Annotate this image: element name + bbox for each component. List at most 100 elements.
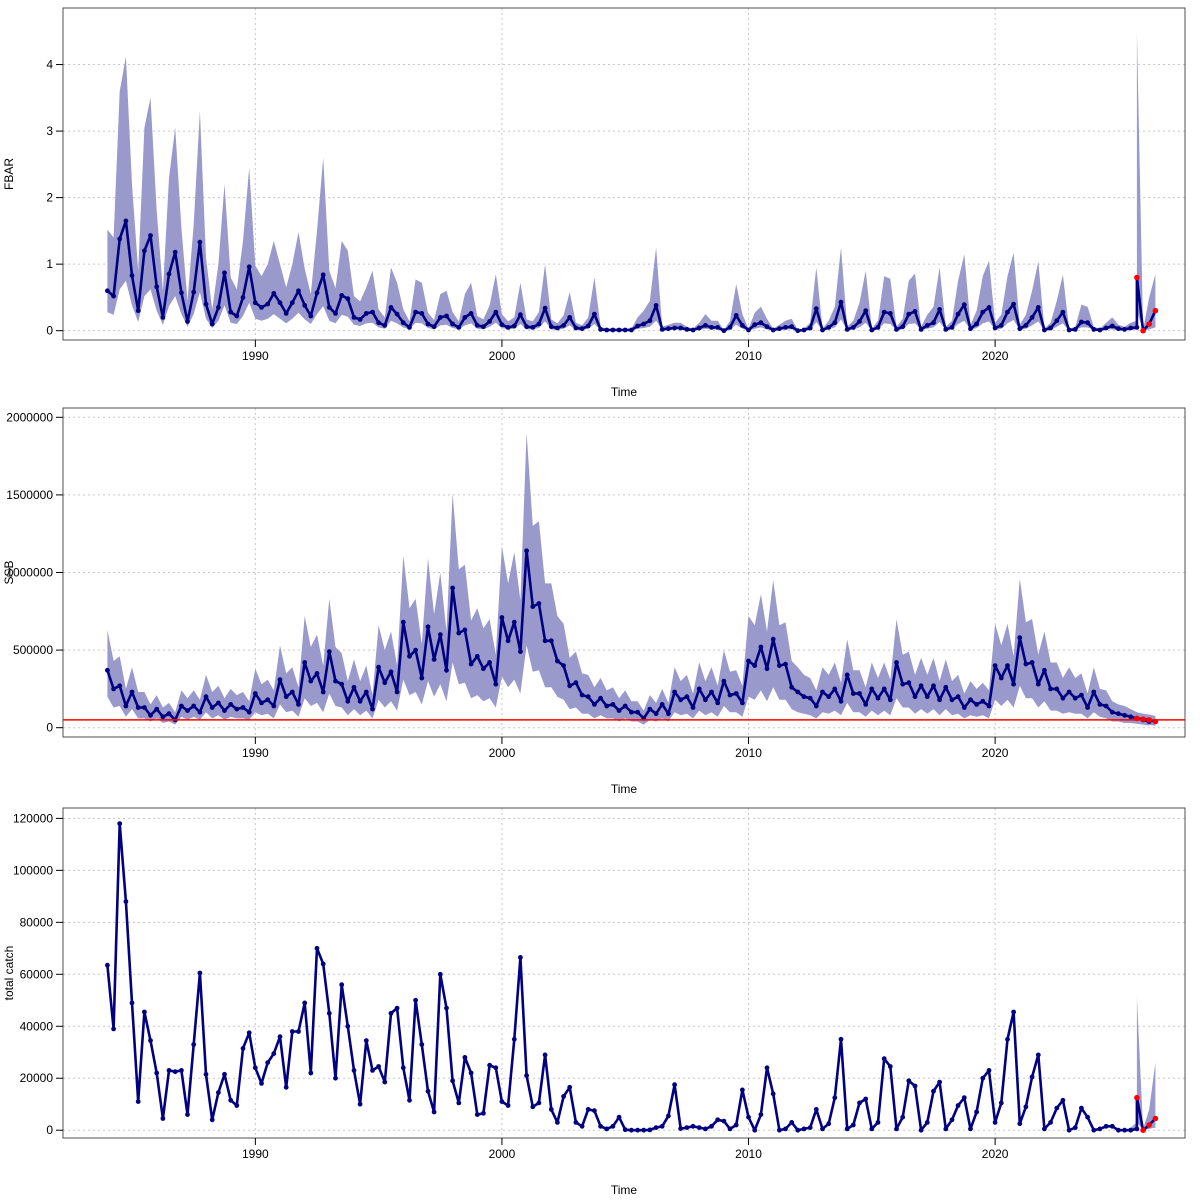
ssb-point (277, 677, 283, 682)
ssb-point (752, 663, 758, 668)
ssb-point (1035, 681, 1041, 687)
fbar-point (887, 311, 893, 316)
ssb-x-tick-label: 2010 (735, 746, 762, 760)
catch-point (986, 1068, 992, 1073)
catch-point (185, 1112, 190, 1117)
ssb-point (1091, 689, 1097, 695)
ssb-point (511, 619, 517, 625)
catch-point (524, 1073, 529, 1078)
catch-point (450, 1078, 455, 1084)
catch-point (339, 982, 345, 988)
ssb-x-tick-label: 1990 (242, 746, 269, 760)
fbar-point (265, 301, 271, 307)
fbar-forecast (1134, 274, 1159, 334)
catch-point (419, 1042, 425, 1047)
ssb-point (770, 636, 776, 642)
catch-point (703, 1126, 708, 1132)
catch-point (696, 1125, 702, 1130)
fbar-point (931, 320, 936, 326)
fbar-point (1134, 325, 1140, 330)
fbar-point (653, 303, 659, 308)
catch-point (487, 1062, 492, 1068)
catch-point (234, 1103, 240, 1108)
catch-point (832, 1095, 838, 1101)
catch-point (641, 1127, 647, 1133)
catch-point (561, 1094, 566, 1099)
catch-y-tick-label: 120000 (13, 811, 53, 825)
catch-point (246, 1030, 252, 1036)
fbar-point (172, 249, 178, 255)
fbar-point (240, 295, 246, 300)
ssb-point (616, 708, 622, 713)
fbar-point (234, 313, 240, 319)
fbar-point (955, 311, 961, 317)
fbar-point (450, 321, 455, 327)
ssb-point (980, 698, 986, 704)
fbar-y-axis: 0 1 2 3 4 (46, 58, 63, 338)
ssb-point (1072, 695, 1078, 701)
catch-series-line (106, 822, 1157, 1132)
fbar-point (764, 324, 770, 330)
fbar-point (998, 323, 1004, 328)
fbar-point (659, 327, 665, 332)
ssb-point (357, 698, 363, 704)
catch-point (955, 1103, 961, 1108)
ssb-point (135, 705, 141, 710)
catch-point (881, 1056, 887, 1062)
ssb-point (635, 709, 640, 715)
ssb-confidence-band (107, 432, 1156, 726)
fbar-point (1042, 327, 1047, 333)
catch-x-axis-label: Time (611, 1183, 638, 1197)
fbar-point (320, 272, 326, 278)
catch-point (653, 1125, 659, 1130)
ssb-point (481, 666, 486, 672)
fbar-point (746, 327, 751, 333)
fbar-band-historical (107, 56, 1137, 331)
catch-y-axis: 0 20000 40000 60000 80000 100000 120000 (13, 811, 63, 1137)
ssb-point (1103, 703, 1109, 709)
catch-point (160, 1116, 166, 1121)
ssb-point (129, 689, 135, 695)
catch-point (709, 1123, 714, 1129)
catch-point (783, 1126, 788, 1132)
catch-point (721, 1118, 727, 1124)
ssb-y-axis-label: SSB (2, 560, 16, 584)
fbar-point (1029, 315, 1035, 320)
catch-panel: 1990 2000 2010 2020 0 20000 40000 60000 80000 10… (2, 807, 1186, 1197)
ssb-point (1017, 635, 1023, 641)
ssb-point (727, 692, 733, 698)
fbar-point (980, 309, 986, 315)
fbar-point (160, 315, 166, 320)
catch-point (333, 1075, 338, 1081)
ssb-point (659, 702, 665, 707)
fbar-point (1066, 327, 1072, 333)
catch-x-tick-label: 2020 (982, 1147, 1009, 1161)
fbar-point (579, 326, 585, 332)
ssb-point (289, 689, 295, 695)
catch-point (283, 1084, 289, 1090)
catch-point (1091, 1127, 1097, 1133)
catch-point (308, 1070, 314, 1076)
ssb-point (456, 630, 462, 636)
catch-point (548, 1107, 554, 1112)
catch-point (684, 1125, 690, 1130)
ssb-point (998, 675, 1004, 681)
fbar-point (900, 324, 906, 330)
fbar-point (1122, 327, 1127, 332)
ssb-point (326, 649, 332, 654)
catch-point (468, 1070, 474, 1076)
ssb-x-tick-label: 2020 (982, 746, 1009, 760)
ssb-point (474, 653, 480, 659)
ssb-point (968, 697, 973, 703)
catch-point (1023, 1104, 1029, 1110)
fbar-point (807, 325, 813, 331)
ssb-point (536, 601, 542, 606)
catch-point (1085, 1114, 1090, 1120)
fbar-point (1128, 325, 1134, 331)
catch-point (807, 1125, 813, 1130)
fbar-point (721, 328, 727, 334)
ssb-point (1048, 686, 1053, 692)
fbar-y-axis-label: FBAR (2, 158, 16, 190)
ssb-point (844, 672, 850, 678)
fbar-point (289, 300, 295, 306)
